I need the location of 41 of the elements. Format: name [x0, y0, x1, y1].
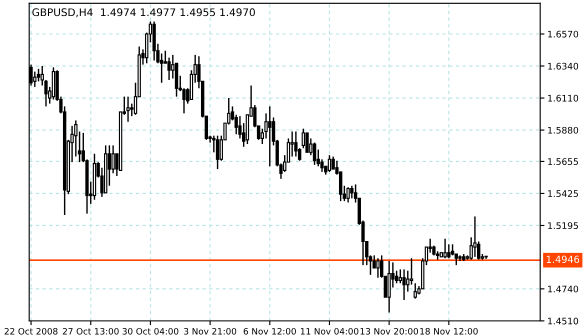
y-tick-label: 1.5655: [548, 158, 578, 165]
x-tick-label: 27 Oct 13:00: [62, 328, 119, 335]
x-tick-label: 18 Nov 12:00: [420, 328, 478, 335]
candlestick: [450, 244, 454, 256]
ref-line-label: 1.4946: [546, 256, 580, 263]
y-tick-label: 1.6110: [548, 94, 578, 102]
candlestick: [402, 268, 406, 301]
candlestick: [350, 185, 354, 200]
candlestick: [167, 56, 171, 81]
candlestick: [398, 268, 402, 284]
candlestick: [268, 106, 272, 167]
candlestick: [447, 244, 450, 259]
y-tick-label: 1.4510: [548, 318, 578, 324]
candlestick: [305, 132, 309, 153]
chart-title: GBPUSD,H4 1.4974 1.4977 1.4955 1.4970: [32, 8, 255, 18]
candlestick: [216, 134, 220, 170]
candlestick: [387, 260, 391, 314]
candlestick: [302, 128, 306, 149]
candlestick: [443, 238, 447, 259]
x-tick-label: 11 Nov 04:00: [300, 328, 358, 335]
y-tick-label: 1.4740: [548, 286, 578, 292]
y-tick-label: 1.6570: [548, 30, 578, 38]
candlestick: [33, 70, 36, 88]
candlestick: [294, 130, 298, 158]
x-tick-label: 30 Oct 04:00: [122, 328, 178, 335]
candlestick: [473, 216, 477, 258]
y-tick-label: 1.6340: [548, 62, 578, 70]
x-tick-label: 13 Nov 20:00: [360, 328, 418, 335]
x-tick-label: 6 Nov 12:00: [244, 328, 296, 335]
y-tick-label: 1.5880: [548, 126, 578, 134]
candlestick: [346, 186, 350, 204]
candlestick: [414, 282, 417, 300]
y-tick-label: 1.5425: [548, 190, 578, 198]
candlestick: [312, 142, 316, 166]
candlestick: [328, 154, 332, 173]
candlestick: [410, 258, 414, 286]
y-tick-label: 1.5195: [548, 222, 578, 230]
candlestick: [111, 144, 115, 174]
x-tick-label: 3 Nov 21:00: [184, 328, 236, 335]
x-tick-label: 22 Oct 2008: [4, 328, 58, 335]
candlestick: [376, 258, 380, 278]
